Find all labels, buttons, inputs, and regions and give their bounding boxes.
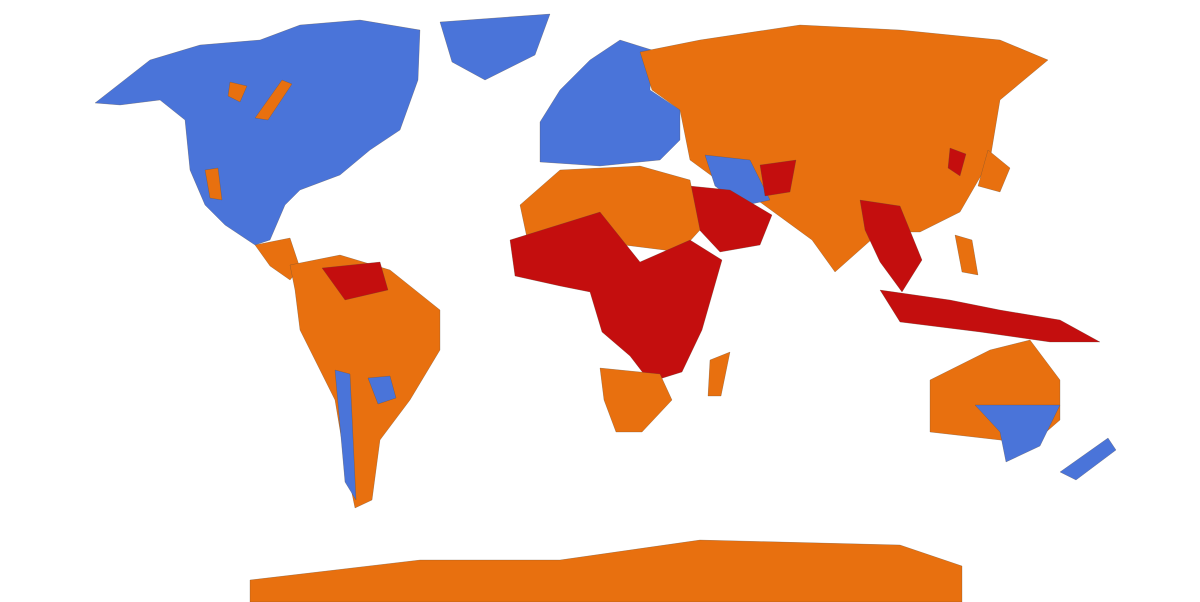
region-canada-patch-2 [254, 79, 293, 121]
region-new-zealand [1059, 437, 1117, 481]
region-central-africa [509, 211, 723, 383]
region-chile [334, 369, 357, 501]
region-mexico-patch [204, 167, 223, 201]
region-korea [947, 147, 967, 177]
region-russia-asia [639, 24, 1049, 273]
region-afghanistan [759, 159, 797, 197]
region-japan [977, 149, 1011, 193]
region-south-america [289, 254, 441, 509]
region-iran [704, 154, 771, 207]
region-canada-patch-1 [227, 81, 248, 103]
region-madagascar [707, 351, 731, 397]
region-australia-southeast [974, 404, 1061, 463]
region-philippines [954, 234, 979, 276]
region-antarctica [249, 539, 963, 602]
region-venezuela [321, 261, 389, 301]
region-paraguay [367, 375, 397, 405]
region-southeast-asia [859, 199, 923, 293]
region-indonesia [879, 289, 1101, 343]
region-southern-africa [599, 367, 673, 433]
region-north-america [94, 19, 421, 246]
region-greenland [439, 13, 551, 81]
